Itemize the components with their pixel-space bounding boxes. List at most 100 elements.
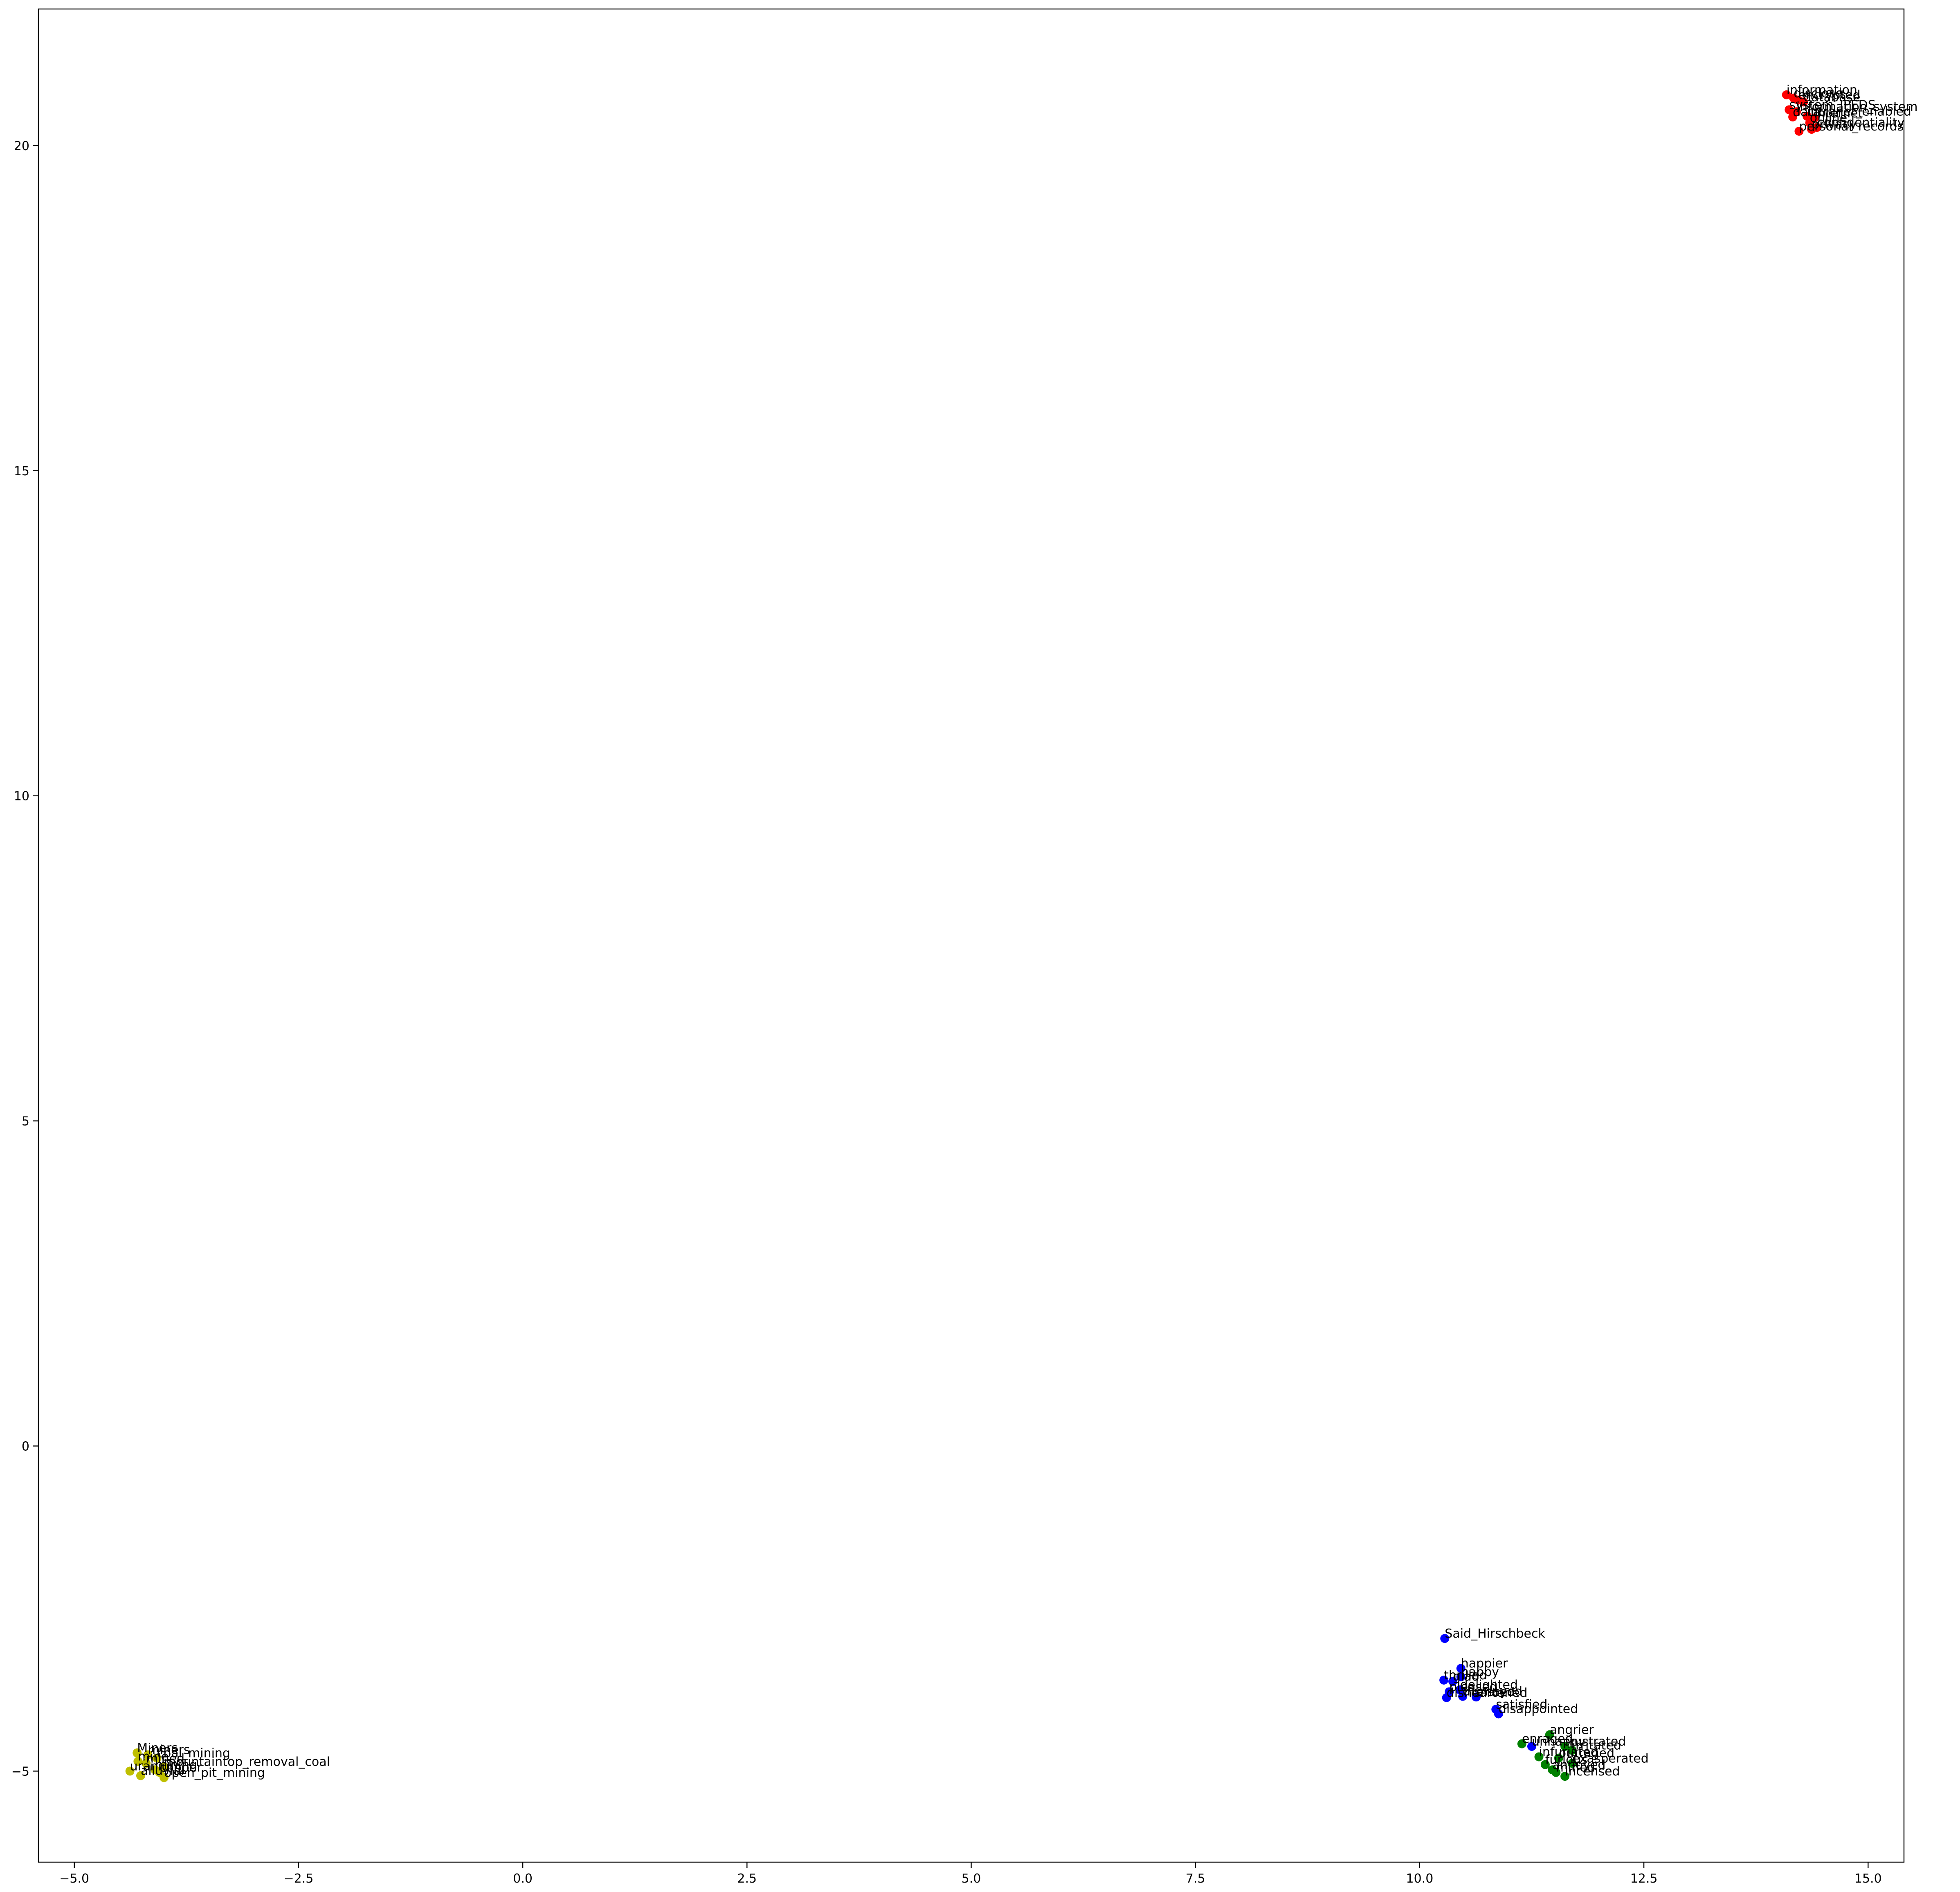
scatter-point	[1527, 1742, 1536, 1751]
point-label: system_IPEDS	[1789, 98, 1876, 112]
scatter-point	[1567, 1759, 1577, 1768]
point-label: dismayed	[1463, 1685, 1522, 1699]
scatter-point	[1554, 1753, 1563, 1763]
scatter-point	[1439, 1675, 1449, 1685]
y-tick-label: −5	[11, 1764, 29, 1779]
scatter-point	[142, 1759, 151, 1768]
point-label: happier	[1461, 1656, 1508, 1671]
x-axis: −5.0 −2.5 0.0 2.5 5.0 7.5 10.0 12.5 15.0	[59, 1862, 1882, 1886]
data-points	[125, 90, 1822, 1782]
point-label: Miners	[137, 1741, 178, 1755]
x-tick-label: 5.0	[962, 1872, 981, 1886]
x-tick-label: 12.5	[1630, 1872, 1658, 1886]
y-tick-label: 10	[14, 789, 29, 804]
point-label: alluvial	[141, 1764, 184, 1778]
point-labels: informationdiscloseencrypteddatabasesyst…	[130, 83, 1918, 1780]
scatter-point	[1545, 1730, 1554, 1739]
point-label: glad	[1453, 1670, 1479, 1684]
point-label: database	[1803, 90, 1860, 104]
point-label: personal_records	[1799, 119, 1904, 134]
point-label: privacy	[1812, 117, 1857, 132]
scatter-point	[133, 1757, 143, 1766]
y-tick-label: 0	[22, 1440, 29, 1454]
point-label: unhappy	[1532, 1735, 1585, 1749]
point-label: annoyed	[1552, 1758, 1605, 1772]
scatter-point	[1567, 1746, 1577, 1755]
scatter-point	[159, 1773, 169, 1782]
scatter-point	[1456, 1672, 1466, 1681]
x-tick-label: 15.0	[1854, 1872, 1882, 1886]
y-tick-label: 15	[14, 464, 29, 479]
point-label: mining	[155, 1758, 197, 1772]
x-tick-label: 10.0	[1406, 1872, 1433, 1886]
point-label: frustrated	[1565, 1735, 1626, 1749]
point-label: information	[1787, 83, 1857, 97]
scatter-point	[1785, 105, 1794, 115]
scatter-point	[1560, 1772, 1570, 1781]
scatter-point	[1782, 90, 1791, 99]
scatter-point	[1448, 1677, 1458, 1686]
scatter-point	[1472, 1692, 1481, 1702]
point-label: furious	[1545, 1753, 1587, 1767]
point-label: open_pit_mining	[164, 1766, 265, 1780]
scatter-point	[1551, 1768, 1561, 1777]
scatter-point	[1799, 97, 1808, 107]
scatter-point	[1442, 1693, 1451, 1702]
scatter-point	[133, 1748, 142, 1757]
scatter-point	[143, 1750, 153, 1759]
point-label: elated	[1476, 1685, 1515, 1699]
point-label: intranet_enabled	[1807, 104, 1911, 119]
y-tick-label: 20	[14, 139, 29, 153]
point-label: information_system	[1796, 100, 1918, 114]
scatter-point	[1788, 112, 1798, 121]
scatter-point	[1517, 1739, 1526, 1748]
scatter-point	[1540, 1760, 1550, 1769]
point-label: copper	[160, 1761, 202, 1775]
scatter-point	[1494, 1709, 1503, 1719]
scatter-point	[1560, 1742, 1570, 1751]
x-tick-label: −2.5	[283, 1872, 313, 1886]
x-tick-label: 7.5	[1186, 1872, 1205, 1886]
point-label: coal_mining	[157, 1746, 230, 1761]
point-label: disclose	[1794, 86, 1843, 101]
x-tick-label: −5.0	[59, 1872, 89, 1886]
scatter-point	[136, 1771, 145, 1780]
scatter-point	[1456, 1664, 1466, 1673]
x-tick-label: 2.5	[737, 1872, 757, 1886]
point-label: confidentiality	[1817, 115, 1904, 130]
point-label: infuriated	[1539, 1745, 1598, 1759]
scatter-point	[1807, 125, 1816, 134]
point-label: data	[1793, 105, 1821, 119]
point-label: online	[1810, 111, 1848, 125]
scatter-point	[1440, 1634, 1450, 1643]
point-label: outraged	[1559, 1746, 1614, 1761]
point-label: satisfied	[1496, 1697, 1547, 1712]
point-label: miners	[148, 1743, 190, 1757]
scatter-point	[1458, 1692, 1468, 1701]
point-label: incensed	[1565, 1764, 1620, 1779]
point-label: disheartened	[1447, 1686, 1528, 1700]
point-label: uranium	[130, 1759, 181, 1773]
point-label: Said_Hirschbeck	[1445, 1627, 1545, 1641]
scatter-point	[125, 1766, 135, 1776]
point-label: mine	[138, 1750, 169, 1764]
point-label: thrilled	[1444, 1668, 1487, 1683]
point-label: enraged	[1522, 1732, 1573, 1746]
point-label: miffed	[1556, 1761, 1595, 1775]
point-label: delighted	[1460, 1678, 1518, 1692]
point-label: angrier	[1550, 1723, 1594, 1737]
point-label: internet	[1814, 106, 1863, 121]
scatter-point	[1534, 1752, 1544, 1762]
point-label: encrypted	[1798, 88, 1860, 103]
scatter-point	[1794, 126, 1804, 136]
point-label: mined	[146, 1751, 184, 1766]
point-label: disappointed	[1499, 1702, 1578, 1717]
y-axis: −5 0 5 10 15 20	[11, 139, 38, 1779]
point-label: mountaintop_removal_coal	[164, 1755, 330, 1769]
x-tick-label: 0.0	[513, 1872, 533, 1886]
point-label: pleased	[1449, 1680, 1497, 1694]
point-label: irritated	[1572, 1739, 1621, 1753]
y-tick-label: 5	[22, 1115, 29, 1129]
